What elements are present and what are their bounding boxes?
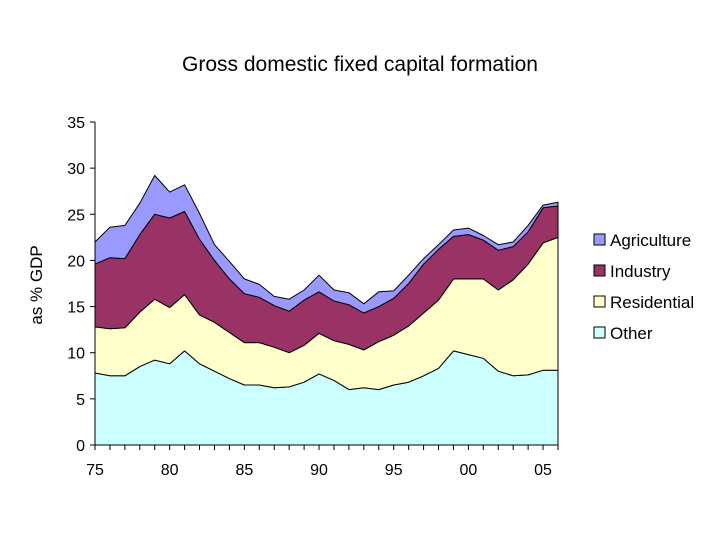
y-tick-label: 35: [67, 115, 85, 132]
chart-title: Gross domestic fixed capital formation: [182, 53, 538, 76]
y-tick-label: 10: [67, 346, 85, 363]
x-tick-label: 95: [385, 462, 403, 479]
legend-label-other: Other: [610, 324, 653, 343]
y-tick-label: 0: [76, 438, 85, 455]
legend-label-residential: Residential: [610, 293, 694, 312]
area-agriculture: [94, 175, 559, 314]
x-tick-label: 05: [534, 462, 552, 479]
y-tick-label: 15: [67, 300, 85, 317]
x-tick-label: 00: [459, 462, 477, 479]
x-tick-label: 75: [86, 462, 104, 479]
legend-swatch-agriculture: [593, 233, 606, 246]
legend-swatch-other: [593, 326, 606, 339]
y-tick-label: 25: [67, 207, 85, 224]
legend-swatch-industry: [593, 264, 606, 277]
y-axis-label: as % GDP: [27, 245, 46, 324]
x-axis-ticks: 75 80 85 90 95 00 05: [86, 445, 559, 479]
legend-label-agriculture: Agriculture: [610, 231, 691, 250]
x-tick-label: 80: [161, 462, 179, 479]
y-tick-label: 20: [67, 253, 85, 270]
y-tick-label: 5: [76, 392, 85, 409]
chart-areas: [94, 175, 559, 446]
x-tick-label: 85: [235, 462, 253, 479]
legend-swatch-residential: [593, 295, 606, 308]
y-tick-label: 30: [67, 161, 85, 178]
x-tick-label: 90: [310, 462, 328, 479]
legend: Agriculture Industry Residential Other: [593, 231, 694, 343]
y-axis-ticks: 0 5 10 15 20 25 30 35: [67, 115, 95, 455]
legend-label-industry: Industry: [610, 262, 671, 281]
